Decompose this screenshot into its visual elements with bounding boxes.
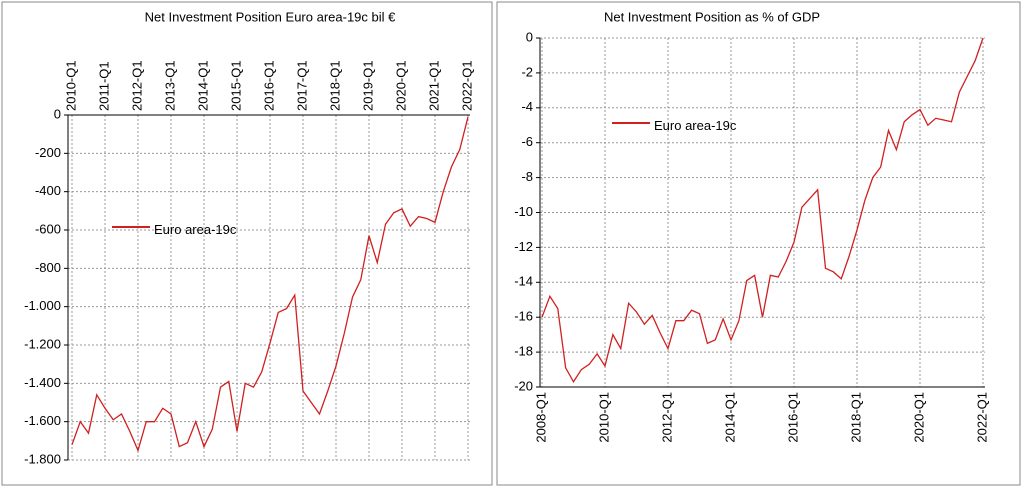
y-tick-label: -6 [521, 134, 533, 149]
y-tick-label: 0 [526, 29, 533, 44]
y-tick-label: -1.000 [24, 298, 61, 313]
y-tick-label: -600 [35, 221, 61, 236]
legend-label: Euro area-19c [654, 118, 737, 133]
y-tick-label: -400 [35, 183, 61, 198]
legend-swatch [612, 122, 650, 124]
x-tick-label: 2019-Q1 [360, 60, 375, 111]
x-tick-label: 2017-Q1 [294, 60, 309, 111]
y-tick-label: -2 [521, 64, 533, 79]
y-tick-label: -200 [35, 145, 61, 160]
data-line [71, 116, 469, 453]
y-tick-label: -4 [521, 99, 533, 114]
x-tick-label: 2016-Q1 [785, 392, 800, 443]
x-tick-label: 2015-Q1 [228, 60, 243, 111]
x-tick-label: 2014-Q1 [722, 392, 737, 443]
chart-title: Net Investment Position as % of GDP [604, 9, 820, 24]
legend: Euro area-19c [612, 114, 812, 138]
y-tick-label: -14 [514, 274, 533, 289]
x-tick-label: 2014-Q1 [195, 60, 210, 111]
x-tick-label: 2012-Q1 [129, 60, 144, 111]
panel-frame [496, 1, 1021, 486]
x-tick-label: 2008-Q1 [533, 392, 548, 443]
y-tick-label: -16 [514, 309, 533, 324]
y-tick-label: -1.600 [24, 413, 61, 428]
legend: Euro area-19c [112, 218, 252, 242]
y-tick-label: -12 [514, 239, 533, 254]
y-tick-label: -800 [35, 260, 61, 275]
x-tick-label: 2018-Q1 [848, 392, 863, 443]
x-tick-label: 2010-Q1 [596, 392, 611, 443]
x-tick-label: 2013-Q1 [162, 60, 177, 111]
x-tick-label: 2022-Q1 [459, 60, 474, 111]
data-line [541, 37, 984, 384]
x-tick-label: 2016-Q1 [261, 60, 276, 111]
x-tick-label: 2018-Q1 [327, 60, 342, 111]
panel-frame [1, 1, 493, 486]
x-tick-label: 2010-Q1 [63, 60, 78, 111]
y-tick-label: -1.400 [24, 375, 61, 390]
legend-swatch [112, 226, 150, 228]
x-tick-label: 2021-Q1 [426, 60, 441, 111]
legend-label: Euro area-19c [154, 222, 237, 237]
y-tick-label: -8 [521, 169, 533, 184]
x-tick-label: 2020-Q1 [393, 60, 408, 111]
chart-title: Net Investment Position Euro area-19c bi… [145, 9, 397, 24]
y-tick-label: 0 [54, 106, 61, 121]
x-tick-label: 2012-Q1 [659, 392, 674, 443]
x-tick-label: 2011-Q1 [96, 61, 111, 111]
y-tick-label: -18 [514, 344, 533, 359]
y-tick-label: -1.200 [24, 336, 61, 351]
x-tick-label: 2020-Q1 [911, 392, 926, 443]
y-tick-label: -1.800 [24, 451, 61, 466]
y-tick-label: -20 [514, 378, 533, 393]
x-tick-label: 2022-Q1 [974, 392, 989, 443]
y-tick-label: -10 [514, 204, 533, 219]
